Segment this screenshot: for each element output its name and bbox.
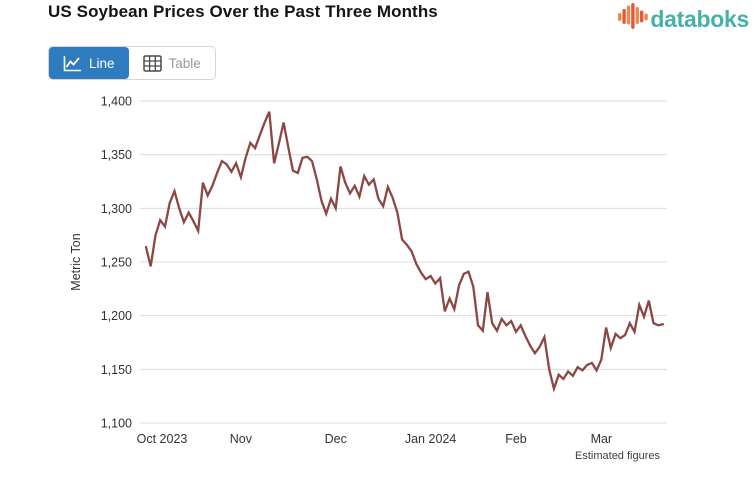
y-tick-label: 1,100 (101, 417, 132, 431)
x-tick-label: Feb (505, 432, 527, 446)
x-tick-label: Nov (230, 432, 253, 446)
y-tick-label: 1,250 (101, 256, 132, 270)
databoks-logo: databoks (617, 1, 749, 38)
price-line (144, 111, 665, 393)
line-chart-icon (63, 55, 82, 72)
x-tick-label: Mar (591, 432, 613, 446)
y-tick-label: 1,400 (101, 95, 132, 109)
databoks-bars-icon (617, 1, 649, 38)
y-tick-label: 1,300 (101, 202, 132, 216)
soybean-price-chart: 1,100 1,150 1,200 1,250 1,300 1,350 1,400 Metri… (0, 88, 753, 493)
chart-canvas: 1,100 1,150 1,200 1,250 1,300 1,350 1,400 Metri… (69, 95, 667, 462)
y-tick-label: 1,350 (101, 148, 132, 162)
table-view-label: Table (168, 55, 201, 71)
y-tick-label: 1,150 (101, 363, 132, 377)
databoks-logo-text: databoks (650, 6, 749, 32)
y-tick-label: 1,200 (101, 309, 132, 323)
x-tick-label: Dec (325, 432, 347, 446)
page-title: US Soybean Prices Over the Past Three Mo… (48, 2, 438, 21)
table-view-button[interactable]: Table (129, 47, 215, 79)
line-view-label: Line (89, 55, 115, 71)
x-tick-label: Oct 2023 (137, 432, 188, 446)
view-toggle-group: Line Table (48, 46, 216, 80)
x-tick-label: Jan 2024 (405, 432, 456, 446)
y-axis-title: Metric Ton (69, 233, 83, 290)
line-view-button[interactable]: Line (49, 47, 129, 79)
estimated-figures-note: Estimated figures (575, 450, 660, 462)
table-grid-icon (142, 54, 162, 72)
